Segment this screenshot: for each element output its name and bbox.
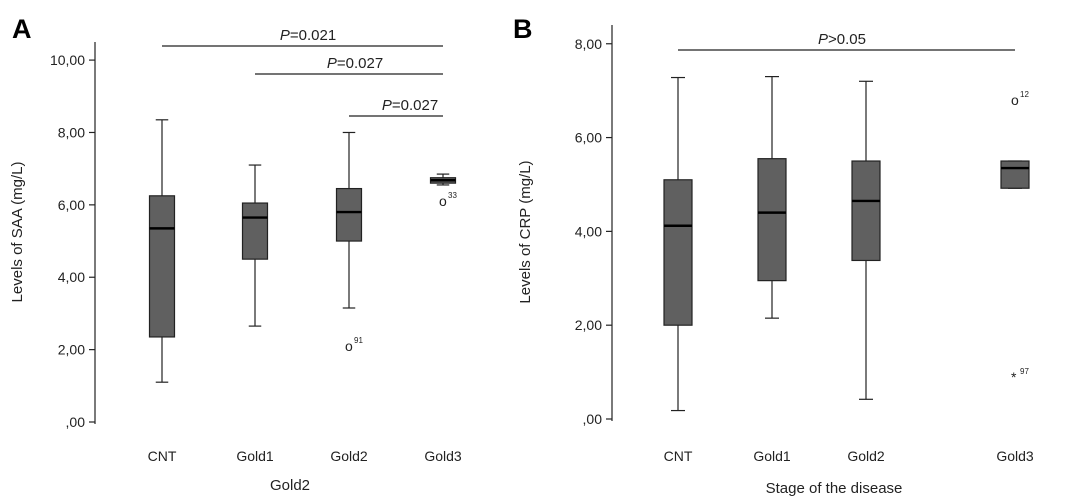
svg-text:o: o — [439, 193, 447, 209]
y-tick-label: 6,00 — [58, 197, 85, 213]
outlier-12: o 12 — [1011, 90, 1029, 108]
box-gold3: Gold3 — [424, 174, 462, 464]
y-tick-label: 2,00 — [58, 342, 85, 358]
y-tick-label: ,00 — [583, 411, 603, 427]
significance-bracket: P=0.021 — [162, 27, 443, 46]
box-body — [1001, 161, 1029, 188]
box-body — [758, 159, 786, 281]
significance-bracket: P=0.027 — [255, 55, 443, 74]
y-tick-label: 2,00 — [575, 317, 602, 333]
panel-label: A — [12, 14, 32, 44]
box-body — [150, 196, 175, 337]
box-body — [664, 180, 692, 325]
x-tick-label: Gold3 — [996, 448, 1034, 464]
significance-label: P>0.05 — [818, 31, 866, 48]
y-tick-label: 8,00 — [58, 124, 85, 140]
x-tick-label: CNT — [664, 448, 693, 464]
outlier-91: o 91 — [345, 336, 363, 354]
y-tick-label: 8,00 — [575, 36, 602, 52]
significance-bracket: P>0.05 — [678, 31, 1015, 50]
box-body — [852, 161, 880, 260]
outlier-id: 12 — [1020, 90, 1029, 99]
outlier-97: * 97 — [1011, 367, 1029, 385]
x-axis-title: Stage of the disease — [766, 480, 903, 497]
outlier-33: o 33 — [439, 191, 457, 209]
y-axis-title: Levels of CRP (mg/L) — [517, 160, 534, 303]
box-cnt: CNT — [664, 78, 693, 464]
box-body — [337, 189, 362, 241]
x-tick-label: Gold2 — [847, 448, 885, 464]
y-tick-label: 10,00 — [50, 52, 85, 68]
significance-label: P=0.021 — [280, 27, 336, 44]
outlier-id: 97 — [1020, 367, 1029, 376]
outlier-id: 33 — [448, 191, 457, 200]
box-gold3: Gold3 — [996, 161, 1034, 464]
box-gold1: Gold1 — [753, 77, 791, 464]
svg-text:o: o — [1011, 92, 1019, 108]
y-tick-label: 4,00 — [575, 223, 602, 239]
x-tick-label: Gold1 — [236, 448, 274, 464]
x-tick-label: Gold1 — [753, 448, 791, 464]
x-tick-label: Gold2 — [330, 448, 368, 464]
box-body — [243, 203, 268, 259]
outlier-id: 91 — [354, 336, 363, 345]
significance-label: P=0.027 — [382, 97, 438, 114]
significance-bracket: P=0.027 — [349, 97, 443, 116]
svg-text:o: o — [345, 338, 353, 354]
y-tick-label: 6,00 — [575, 130, 602, 146]
box-gold1: Gold1 — [236, 165, 274, 464]
box-cnt: CNT — [148, 120, 177, 464]
box-gold2: Gold2 — [330, 132, 368, 464]
x-tick-label: Gold3 — [424, 448, 462, 464]
significance-label: P=0.027 — [327, 55, 383, 72]
chart-panel-b: B 8,00 6,00 4,00 2,00 ,00 Levels of CRP (mg/L)… — [513, 14, 1034, 497]
y-tick-label: ,00 — [66, 414, 86, 430]
box-gold2: Gold2 — [847, 81, 885, 464]
x-axis-title: Gold2 — [270, 477, 310, 494]
svg-text:*: * — [1011, 369, 1017, 385]
y-axis-title: Levels of SAA (mg/L) — [9, 162, 26, 303]
x-tick-label: CNT — [148, 448, 177, 464]
chart-panel-a: A 10,00 8,00 6,00 4,00 2,00 ,00 Levels of SAA (… — [9, 14, 462, 494]
y-tick-label: 4,00 — [58, 269, 85, 285]
panel-label: B — [513, 14, 533, 44]
